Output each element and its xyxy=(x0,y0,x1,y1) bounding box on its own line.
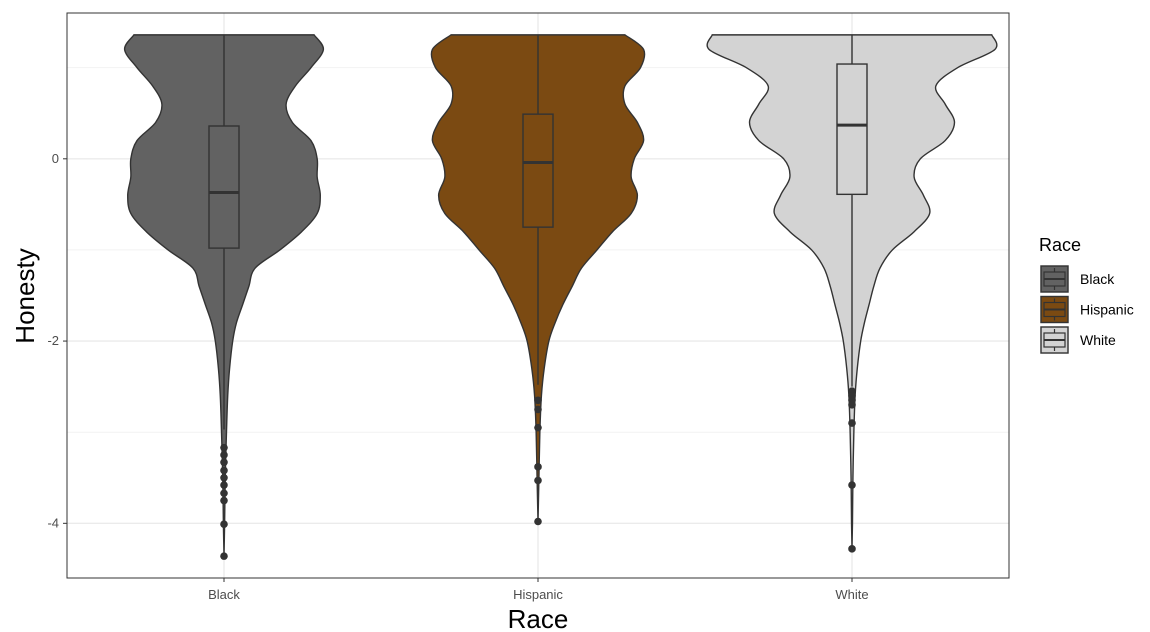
y-tick-label: 0 xyxy=(52,151,59,166)
legend-label: White xyxy=(1080,332,1116,348)
outlier-point xyxy=(534,405,542,414)
outlier-point xyxy=(848,545,856,553)
y-tick-label: -4 xyxy=(47,515,59,530)
outlier-point xyxy=(220,473,228,482)
x-tick-label: Hispanic xyxy=(513,587,563,602)
legend-key-white xyxy=(1040,326,1069,354)
legend: Race Black Hispanic White xyxy=(1039,235,1134,354)
outlier-point xyxy=(534,396,542,405)
legend-key-hispanic xyxy=(1040,295,1069,324)
y-axis-title: Honesty xyxy=(10,248,40,343)
outlier-point xyxy=(534,476,542,485)
outlier-point xyxy=(534,423,542,432)
outlier-point xyxy=(848,419,856,427)
violin-hispanic xyxy=(430,34,646,526)
outlier-point xyxy=(848,481,856,489)
outlier-point xyxy=(220,451,228,459)
violin-white xyxy=(706,34,998,553)
x-axis: Black Hispanic White xyxy=(208,578,869,602)
y-axis: 0 -2 -4 xyxy=(47,151,67,530)
outlier-point xyxy=(220,552,228,560)
box-iqr xyxy=(208,125,240,249)
box-iqr xyxy=(522,113,554,228)
outlier-point xyxy=(220,520,228,529)
violins xyxy=(123,34,998,560)
legend-key-black xyxy=(1040,265,1069,293)
x-tick-label: Black xyxy=(208,587,240,602)
violin-black xyxy=(123,34,325,560)
legend-title: Race xyxy=(1039,235,1081,255)
outlier-point xyxy=(220,496,228,505)
x-tick-label: White xyxy=(835,587,868,602)
outlier-point xyxy=(220,489,228,498)
outlier-point xyxy=(534,517,542,526)
x-axis-title: Race xyxy=(508,604,569,632)
outlier-point xyxy=(848,401,856,409)
box-iqr xyxy=(836,63,868,196)
outlier-point xyxy=(220,481,228,489)
outlier-point xyxy=(220,458,228,467)
outlier-point xyxy=(534,463,542,471)
legend-label: Black xyxy=(1080,271,1115,287)
legend-label: Hispanic xyxy=(1080,302,1134,318)
outlier-point xyxy=(220,466,228,475)
y-tick-label: -2 xyxy=(47,333,59,348)
outlier-point xyxy=(220,443,228,452)
